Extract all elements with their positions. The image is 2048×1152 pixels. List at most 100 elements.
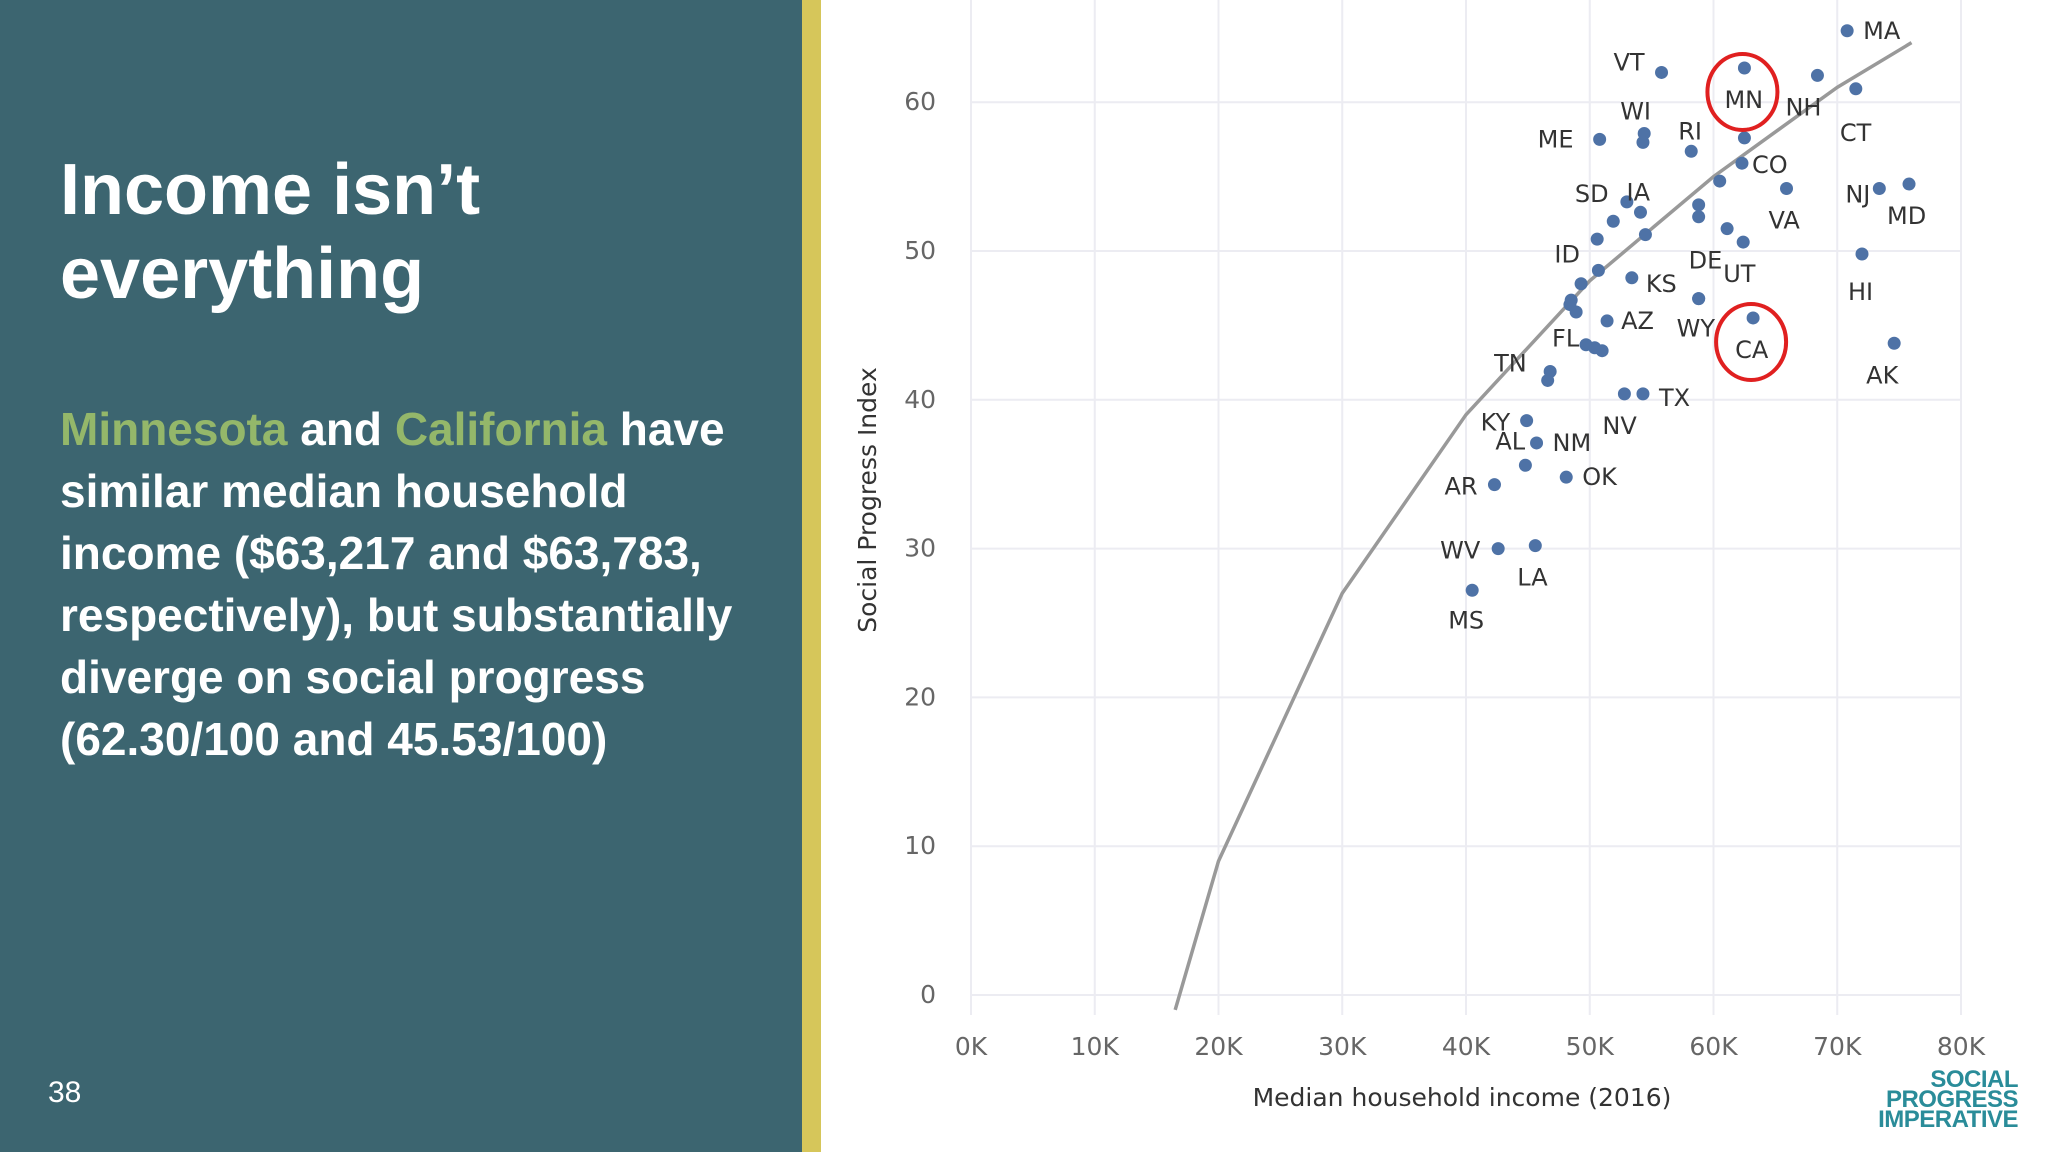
point-label-tx: TX: [1658, 384, 1690, 412]
slide-title: Income isn’t everything: [60, 150, 481, 314]
logo-line: SOCIAL: [1930, 1066, 2018, 1093]
point-label-nm: NM: [1553, 429, 1592, 457]
social-progress-imperative-logo: SOCIAL PROGRESS IMPERATIVE: [1858, 1066, 2018, 1133]
point-label-id: ID: [1554, 240, 1580, 268]
data-point-ks: [1625, 271, 1639, 285]
data-point-ms: [1465, 583, 1479, 597]
data-point-al: [1518, 458, 1532, 472]
data-point-co: [1735, 156, 1749, 170]
data-point-ok: [1559, 470, 1573, 484]
point-label-ia: IA: [1626, 178, 1650, 206]
data-point: [1692, 198, 1706, 212]
logo-line: IMPERATIVE: [1878, 1106, 2018, 1133]
data-point-ri: [1684, 144, 1698, 158]
slide-body: Minnesota and California have similar me…: [60, 398, 780, 770]
point-label-vt: VT: [1614, 48, 1645, 76]
data-point: [1720, 222, 1734, 236]
x-tick-label: 80K: [1937, 1032, 1986, 1061]
point-label-ct: CT: [1840, 119, 1872, 147]
data-point-nm: [1530, 436, 1544, 450]
y-axis-title: Social Progress Index: [853, 367, 882, 633]
point-label-ky: KY: [1481, 409, 1511, 437]
point-label-co: CO: [1752, 151, 1788, 179]
point-label-ks: KS: [1646, 270, 1677, 298]
x-tick-label: 0K: [955, 1032, 988, 1061]
point-label-ms: MS: [1448, 606, 1484, 634]
data-point-me: [1593, 132, 1607, 146]
data-point: [1574, 277, 1588, 291]
y-tick-label: 60: [904, 87, 936, 116]
data-point-nv: [1617, 387, 1631, 401]
data-point-ma: [1840, 24, 1854, 38]
highlight-minnesota: Minnesota: [60, 403, 288, 455]
point-label-de: DE: [1689, 247, 1723, 275]
body-text: have similar median household income ($6…: [60, 403, 733, 765]
data-point-id: [1591, 263, 1605, 277]
data-point-mn: [1737, 61, 1751, 75]
data-point: [1606, 214, 1620, 228]
data-point: [1569, 305, 1583, 319]
y-tick-label: 30: [904, 534, 936, 563]
data-point-wv: [1491, 542, 1505, 556]
y-tick-label: 10: [904, 831, 936, 860]
chart-ticks: 0 10 20 30 40 50 60 0K 10K 20K 30K 40K 50K 60K 70K 80K: [904, 87, 1986, 1061]
point-label-ak: AK: [1866, 361, 1899, 389]
x-tick-label: 10K: [1071, 1032, 1120, 1061]
data-point-sd: [1620, 195, 1634, 209]
data-point: [1638, 228, 1652, 242]
data-point-nh: [1810, 68, 1824, 82]
data-point-ut: [1736, 235, 1750, 249]
x-tick-label: 30K: [1318, 1032, 1367, 1061]
highlight-circle-mn: [1705, 51, 1780, 132]
point-label-mn: MN: [1724, 86, 1763, 114]
highlight-circle-ca: [1714, 301, 1789, 382]
data-point: [1595, 344, 1609, 358]
data-point-tx: [1636, 387, 1650, 401]
data-point-ky: [1520, 414, 1534, 428]
x-tick-label: 40K: [1442, 1032, 1491, 1061]
x-tick-label: 70K: [1813, 1032, 1862, 1061]
y-tick-label: 40: [904, 385, 936, 414]
point-label-az: AZ: [1621, 307, 1654, 335]
data-point: [1541, 373, 1555, 387]
data-point-hi: [1855, 247, 1869, 261]
y-tick-label: 50: [904, 236, 936, 265]
point-label-tn: TN: [1493, 350, 1527, 378]
data-point-ak: [1887, 336, 1901, 350]
data-point-md: [1902, 177, 1916, 191]
x-axis-title: Median household income (2016): [1253, 1083, 1672, 1112]
data-point-az: [1600, 314, 1614, 328]
point-label-nv: NV: [1602, 412, 1637, 440]
trend-line: [1173, 41, 1913, 1011]
point-label-wi: WI: [1620, 97, 1651, 125]
data-points: [1465, 24, 1916, 597]
point-label-wv: WV: [1440, 537, 1481, 565]
conjunction-text: and: [300, 403, 383, 455]
point-label-fl: FL: [1552, 325, 1580, 353]
point-label-ca: CA: [1735, 336, 1769, 364]
point-label-ar: AR: [1444, 473, 1477, 501]
data-point-va: [1780, 182, 1794, 196]
point-label-ok: OK: [1582, 463, 1618, 491]
data-point: [1737, 131, 1751, 145]
data-point-la: [1528, 539, 1542, 553]
x-tick-label: 50K: [1566, 1032, 1615, 1061]
point-labels: MA MN VT NH CT WI ME RI CO VA NJ MD SD IA UT HI ID KS DE CA…: [1440, 17, 1926, 634]
point-label-sd: SD: [1575, 180, 1609, 208]
chart-grid: [970, 0, 1962, 1015]
data-point-wy: [1692, 292, 1706, 306]
data-point-ar: [1487, 478, 1501, 492]
point-label-nh: NH: [1785, 93, 1821, 121]
point-label-ma: MA: [1863, 17, 1901, 45]
point-label-nj: NJ: [1845, 181, 1870, 209]
point-label-wy: WY: [1677, 315, 1716, 343]
y-tick-label: 0: [920, 980, 936, 1009]
left-panel: Income isn’t everything Minnesota and Ca…: [0, 0, 802, 1152]
point-label-ri: RI: [1678, 117, 1702, 145]
data-point-ct: [1849, 82, 1863, 96]
data-point: [1636, 135, 1650, 149]
page-number: 38: [48, 1076, 82, 1109]
x-tick-label: 20K: [1194, 1032, 1243, 1061]
highlight-california: California: [394, 403, 607, 455]
